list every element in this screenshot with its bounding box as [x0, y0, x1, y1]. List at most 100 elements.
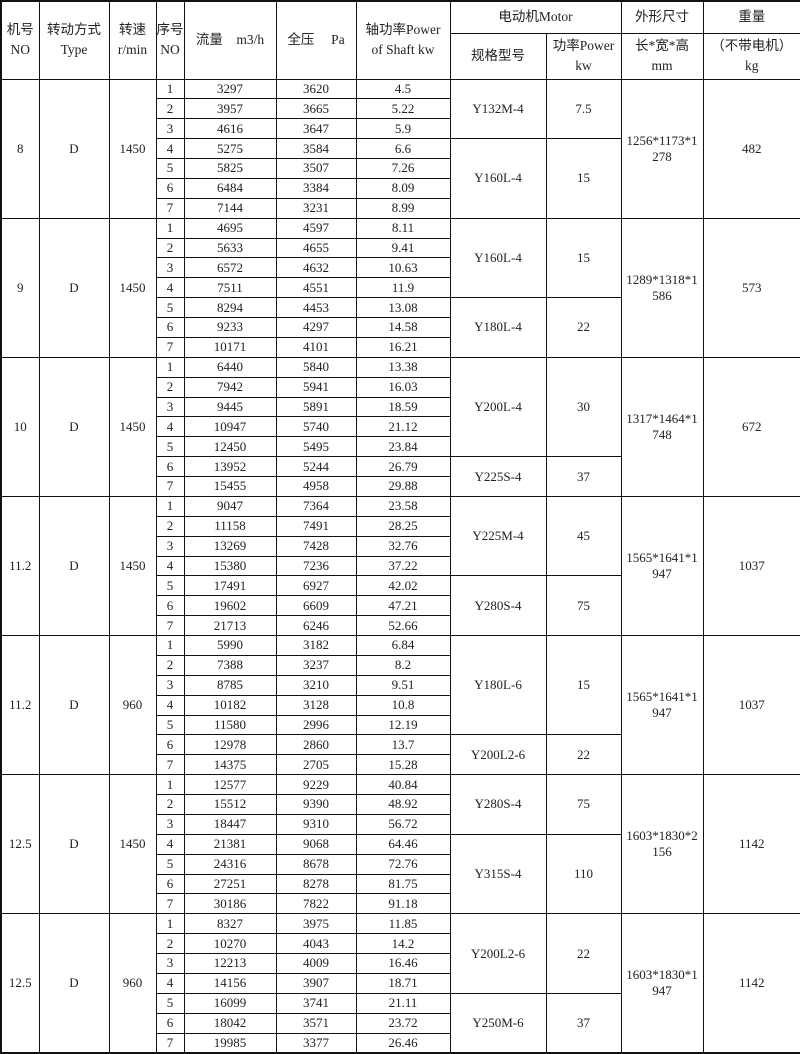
header-motor-power-2: kw [575, 58, 592, 73]
flow-cell: 11158 [183, 515, 277, 537]
seq-cell: 3 [155, 953, 185, 974]
seq-cell: 3 [155, 257, 185, 279]
flow-cell: 14375 [183, 754, 277, 776]
drive-type-cell: D [38, 78, 110, 219]
table-row: 7 10171 4101 16.21 [1, 336, 800, 358]
motor-model-cell: Y160L-4 [449, 138, 547, 219]
seq-cell: 2 [155, 933, 185, 954]
seq-cell: 1 [155, 913, 185, 935]
header-shaft-power-1: 轴功率Power [365, 22, 441, 38]
table-row: 12.5 D 1450 1 12577 9229 40.84 Y280S-4 75 1603*18… [0, 774, 800, 915]
flow-cell: 5825 [183, 158, 277, 179]
dimensions-cell: 1603*1830*1947 [620, 913, 704, 1054]
flow-cell: 21713 [183, 615, 277, 636]
speed-cell: 1450 [108, 495, 157, 637]
speed-cell: 960 [108, 913, 157, 1054]
motor-model-cell: Y180L-6 [449, 634, 547, 736]
pressure-cell: 4632 [275, 257, 357, 279]
pressure-cell: 6927 [275, 575, 357, 597]
header-shaft-power: 轴功率Power of Shaft kw [355, 0, 451, 80]
pressure-cell: 2996 [275, 714, 357, 736]
seq-cell: 2 [155, 794, 185, 815]
pressure-cell: 3384 [275, 177, 357, 199]
shaft-power-cell: 28.25 [355, 515, 451, 537]
pressure-cell: 2705 [275, 754, 357, 776]
pressure-cell: 9229 [275, 774, 357, 795]
machine-no-cell: 11.2 [0, 634, 40, 776]
seq-cell: 7 [155, 1032, 185, 1054]
flow-cell: 7942 [183, 376, 277, 398]
pressure-cell: 6246 [275, 615, 357, 636]
flow-cell: 15380 [183, 555, 277, 577]
motor-model-cell: Y180L-4 [449, 297, 547, 358]
pressure-cell: 4655 [275, 237, 357, 259]
header-no-cn: 机号 [6, 22, 34, 38]
pressure-cell: 5891 [275, 396, 357, 418]
shaft-power-cell: 8.11 [355, 217, 451, 239]
shaft-power-cell: 18.59 [355, 396, 451, 418]
flow-cell: 15512 [183, 794, 277, 815]
dimensions-cell: 1565*1641*1947 [620, 495, 704, 637]
pressure-cell: 3907 [275, 972, 357, 994]
motor-power-cell: 15 [545, 138, 622, 219]
seq-cell: 1 [155, 495, 185, 517]
pressure-cell: 8278 [275, 873, 357, 895]
shaft-power-cell: 16.21 [355, 336, 451, 358]
header-no: 机号 NO [0, 0, 40, 80]
shaft-power-cell: 21.12 [355, 416, 451, 438]
shaft-power-cell: 8.09 [355, 177, 451, 199]
header-shaft-power-2: of Shaft kw [371, 42, 435, 58]
shaft-power-cell: 5.22 [355, 98, 451, 120]
flow-cell: 12577 [183, 774, 277, 795]
table-row: 6 9233 4297 14.58 [1, 317, 800, 338]
seq-cell: 4 [155, 416, 185, 438]
shaft-power-cell: 48.92 [355, 794, 451, 815]
flow-cell: 9233 [183, 317, 277, 338]
motor-power-cell: 30 [545, 356, 622, 458]
shaft-power-cell: 47.21 [355, 595, 451, 617]
flow-cell: 14156 [183, 972, 277, 994]
machine-no-cell: 8 [0, 78, 40, 219]
header-motor-power: 功率Power kw [545, 32, 622, 80]
shaft-power-cell: 64.46 [355, 833, 451, 855]
table-row: 5 24316 8678 72.76 [1, 853, 800, 875]
seq-cell: 7 [155, 476, 185, 497]
seq-cell: 2 [155, 98, 185, 120]
seq-cell: 4 [155, 138, 185, 159]
shaft-power-cell: 6.84 [355, 635, 451, 656]
shaft-power-cell: 15.28 [355, 754, 451, 776]
header-motor: 电动机Motor [449, 0, 622, 34]
shaft-power-cell: 52.66 [355, 615, 451, 636]
shaft-power-cell: 7.26 [355, 158, 451, 179]
weight-cell: 672 [702, 356, 800, 497]
motor-power-cell: 37 [545, 456, 622, 497]
shaft-power-cell: 16.46 [355, 953, 451, 974]
header-motor-model: 规格型号 [449, 32, 547, 80]
pressure-cell: 5244 [275, 456, 357, 477]
pressure-cell: 5941 [275, 376, 357, 398]
shaft-power-cell: 10.8 [355, 694, 451, 716]
machine-no-cell: 12.5 [0, 913, 40, 1054]
seq-cell: 5 [155, 714, 185, 736]
pressure-cell: 3507 [275, 158, 357, 179]
weight-cell: 482 [702, 78, 800, 219]
shaft-power-cell: 37.22 [355, 555, 451, 577]
motor-model-cell: Y200L2-6 [449, 913, 547, 994]
table-row: 3 9445 5891 18.59 [1, 396, 800, 418]
motor-model-cell: Y132M-4 [449, 78, 547, 140]
pressure-cell: 4101 [275, 336, 357, 358]
seq-cell: 6 [155, 734, 185, 756]
shaft-power-cell: 81.75 [355, 873, 451, 895]
shaft-power-cell: 13.08 [355, 297, 451, 318]
shaft-power-cell: 26.79 [355, 456, 451, 477]
header-seq-en: NO [160, 42, 180, 58]
header-dimensions-unit-1: 长*宽*高 [635, 38, 689, 53]
flow-cell: 10182 [183, 694, 277, 716]
table-row: 7 15455 4958 29.88 [1, 476, 800, 497]
table-row: 6 12978 2860 13.7 Y200L2-6 22 [1, 734, 800, 776]
seq-cell: 5 [155, 575, 185, 597]
seq-cell: 2 [155, 515, 185, 537]
pressure-cell: 3377 [275, 1032, 357, 1054]
seq-cell: 6 [155, 317, 185, 338]
pressure-cell: 4009 [275, 953, 357, 974]
